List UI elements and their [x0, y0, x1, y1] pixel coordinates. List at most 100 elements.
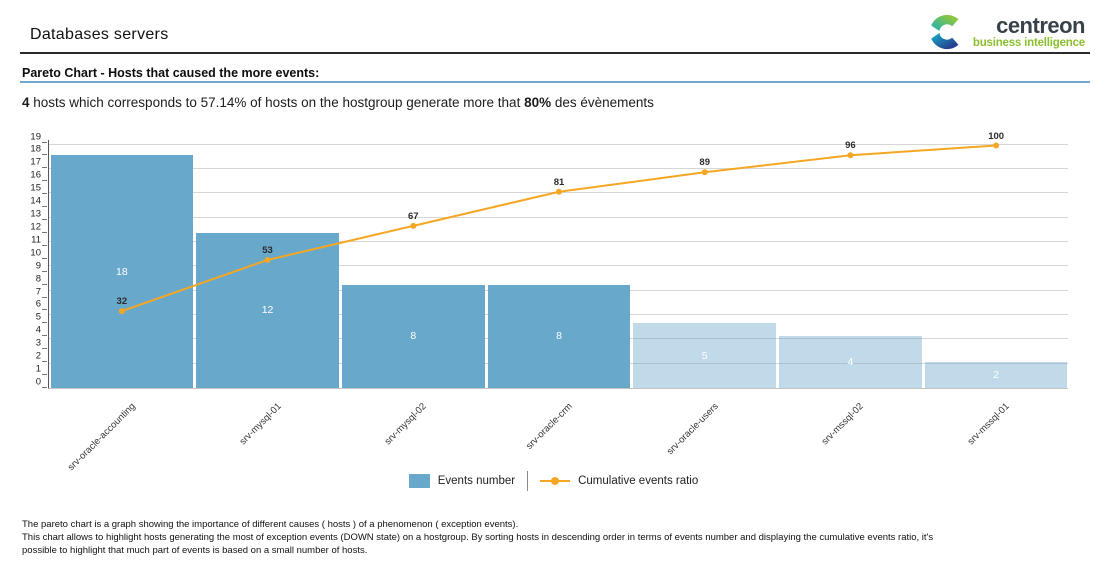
events-number-swatch	[408, 474, 430, 488]
bar-value-label: 18	[116, 265, 128, 278]
x-axis-label-srv-mssql-01: srv-mssql-01	[965, 401, 1012, 448]
y-axis-tick	[42, 141, 47, 143]
logo-tagline-text: business intelligence	[972, 36, 1085, 49]
y-axis-tick-label: 3	[35, 337, 41, 349]
bar-value-label: 4	[847, 356, 854, 369]
grid-line-70pct	[49, 216, 1068, 218]
legend-item-events-number: Events number	[408, 474, 516, 488]
chart-legend: Events number Cumulative events ratio	[0, 471, 1107, 491]
y-axis-tick	[42, 335, 47, 337]
y-axis-tick	[42, 283, 47, 285]
cumulative-point-label: 32	[116, 296, 128, 308]
cumulative-point	[701, 169, 708, 176]
bar-value-label: 8	[556, 330, 562, 343]
y-axis-tick	[42, 322, 47, 324]
y-axis-tick-label: 16	[30, 169, 41, 181]
y-axis-tick	[42, 270, 47, 272]
cumulative-point	[847, 152, 854, 159]
y-axis-tick-label: 14	[30, 195, 41, 207]
summary-percent: 80%	[524, 95, 552, 110]
legend-label-cumulative-ratio: Cumulative events ratio	[578, 475, 699, 487]
header-divider	[20, 52, 1090, 54]
y-axis-tick-label: 2	[35, 350, 41, 362]
y-axis-tick-label: 11	[31, 234, 41, 246]
bar-srv-oracle-crm: 8	[487, 284, 631, 388]
logo-brand-text: centreon	[996, 12, 1085, 38]
y-axis-tick	[42, 219, 47, 221]
legend-label-events-number: Events number	[437, 475, 516, 487]
y-axis-tick-label: 7	[35, 286, 41, 298]
grid-line-50pct	[49, 265, 1068, 267]
page-title: Databases servers	[30, 26, 169, 43]
y-axis-tick	[42, 154, 47, 156]
y-axis-tick-label: 9	[35, 260, 41, 272]
cumulative-point-label: 53	[262, 244, 273, 256]
y-axis-tick	[42, 193, 47, 195]
y-axis-tick-label: 15	[30, 182, 41, 194]
cumulative-point	[556, 188, 562, 195]
y-axis-tick-label: 8	[35, 273, 41, 285]
y-axis-tick-label: 1	[35, 363, 41, 375]
cumulative-point-label: 89	[699, 157, 710, 169]
y-axis-tick	[42, 206, 47, 208]
cumulative-point-label: 100	[988, 130, 1005, 142]
y-axis-tick-label: 4	[35, 324, 41, 336]
y-axis-tick-label: 12	[30, 221, 41, 233]
x-axis-label-srv-oracle-accounting: srv-oracle-accounting	[65, 401, 138, 474]
summary-text-1: hosts which corresponds to 57.14% of hos…	[29, 95, 525, 110]
y-axis-tick-label: 6	[35, 298, 41, 310]
y-axis-tick	[42, 361, 47, 363]
x-axis-label-srv-oracle-users: srv-oracle-users	[664, 401, 721, 457]
bar-srv-mysql-02: 8	[341, 284, 485, 388]
y-axis-tick	[42, 231, 47, 233]
bar-srv-mssql-01: 2	[924, 362, 1068, 388]
centreon-logo: centreon business intelligence	[928, 13, 1085, 51]
pareto-chart: 0 1 2 3 4 5 6 7 8 9 10 11 12 13 14 15 16 17 18 19 18 srv-orac…	[30, 131, 1068, 473]
cumulative-point-label: 81	[553, 176, 565, 188]
cumulative-point-label: 67	[407, 210, 419, 222]
description-line-1: The pareto chart is a graph showing the …	[22, 519, 519, 530]
chart-description: The pareto chart is a graph showing the …	[22, 518, 933, 557]
bar-value-label: 12	[261, 304, 274, 317]
centreon-c-icon	[928, 13, 966, 51]
bar-value-label: 5	[701, 349, 708, 362]
y-axis-tick	[42, 387, 47, 388]
summary-text-2: des évènements	[551, 95, 654, 110]
cumulative-point	[410, 222, 417, 229]
y-axis-tick-label: 19	[30, 131, 41, 142]
summary-host-count: 4	[22, 95, 30, 110]
bar-srv-oracle-users: 5	[633, 323, 777, 388]
y-axis-tick-label: 13	[30, 208, 41, 220]
description-line-2: This chart allows to highlight hosts gen…	[22, 532, 934, 543]
y-axis-tick	[42, 257, 47, 259]
bar-value-label: 8	[410, 330, 417, 343]
heading-divider	[20, 81, 1090, 83]
cumulative-point-label: 96	[845, 140, 856, 152]
y-axis-tick-label: 18	[30, 143, 41, 155]
y-axis-tick-label: 5	[35, 311, 41, 323]
bar-srv-mssql-02: 4	[779, 336, 922, 388]
cumulative-ratio-dot-marker	[551, 477, 560, 485]
pareto-summary-text: 4 hosts which corresponds to 57.14% of h…	[22, 95, 654, 110]
y-axis-tick	[42, 167, 47, 169]
y-axis-tick	[42, 180, 47, 182]
y-axis-tick	[42, 309, 47, 311]
cumulative-ratio-line	[118, 142, 1000, 315]
cumulative-point	[264, 256, 271, 263]
y-axis-tick	[42, 244, 47, 246]
grid-line-90pct	[49, 167, 1068, 169]
y-axis-tick-label: 17	[30, 156, 41, 168]
x-axis-label-srv-oracle-crm: srv-oracle-crm	[524, 401, 575, 452]
y-axis-tick	[42, 374, 47, 376]
legend-item-cumulative-ratio: Cumulative events ratio	[540, 475, 698, 487]
y-axis-tick-label: 0	[35, 376, 41, 388]
bar-srv-oracle-accounting: 18	[50, 155, 194, 388]
bar-value-label: 2	[993, 369, 1000, 382]
y-axis-tick	[42, 348, 47, 350]
grid-line-60pct	[49, 240, 1068, 242]
y-axis-tick	[42, 296, 47, 298]
legend-separator	[527, 471, 529, 491]
report-section-heading: Pareto Chart - Hosts that caused the mor…	[22, 66, 320, 80]
x-axis-label-srv-mssql-02: srv-mssql-02	[819, 401, 867, 448]
cumulative-point	[118, 308, 125, 315]
